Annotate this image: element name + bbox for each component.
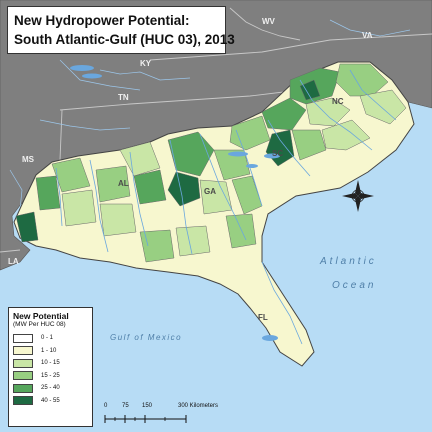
watershed-ms-2 [35, 175, 61, 211]
watershed-al-4 [99, 203, 137, 237]
state-label-tn: TN [118, 93, 129, 102]
gulf-of-mexico-label: Gulf of Mexico [110, 333, 182, 342]
watershed-nc-2 [299, 79, 321, 101]
water-labels: Atlantic Ocean Gulf of Mexico [110, 256, 377, 342]
watershed-ga-coast [225, 213, 257, 249]
region-state-labels: NC SC GA AL FL [118, 97, 344, 322]
map-title-line1: New Hydropower Potential: [14, 13, 190, 28]
state-label-ky: KY [140, 59, 152, 68]
legend-swatch [13, 383, 33, 393]
region-rivers [55, 69, 397, 345]
watershed-ga-3 [213, 149, 251, 181]
watershed-ga-2 [167, 171, 201, 207]
outside-rivers [9, 19, 411, 211]
legend-item: 1 - 10 [13, 345, 88, 358]
legend-title: New Potential [13, 311, 69, 321]
north-arrow-icon [342, 180, 374, 212]
watershed-nc-5 [261, 97, 307, 131]
legend-label: 10 - 15 [41, 360, 60, 367]
state-boundaries [0, 7, 432, 253]
scale-tick-label: 300 Kilometers [178, 403, 219, 409]
legend-item: 0 - 1 [13, 332, 88, 345]
legend-subtitle: (MW Per HUC 08) [13, 321, 66, 328]
scale-tick-label: 75 [122, 403, 129, 409]
watershed-ga-1 [167, 131, 215, 177]
state-label-la: LA [8, 257, 19, 266]
watershed-al-3 [95, 165, 131, 203]
state-label-va: VA [362, 31, 373, 40]
watershed-sc-3 [321, 119, 371, 151]
legend-label: 15 - 25 [41, 372, 60, 379]
watershed-fl-pan-2 [175, 225, 211, 257]
reservoirs [70, 65, 280, 341]
watershed-sc-2 [291, 129, 327, 161]
watersheds [15, 63, 407, 263]
map-title-line2: South Atlantic-Gulf (HUC 03), 2013 [14, 32, 235, 47]
scale-bar-graphic [104, 415, 187, 423]
legend-label: 1 - 10 [41, 347, 57, 354]
legend-label: 0 - 1 [41, 335, 54, 342]
legend-item: 15 - 25 [13, 370, 88, 383]
legend-swatch [13, 358, 33, 368]
state-label-sc: SC [272, 149, 283, 158]
state-label-fl: FL [258, 313, 268, 322]
legend-item: 40 - 55 [13, 395, 88, 408]
state-label-ga: GA [204, 187, 216, 196]
state-label-wv: WV [262, 17, 276, 26]
state-label-al: AL [118, 179, 129, 188]
watershed-ms-1 [51, 157, 91, 193]
legend-item: 10 - 15 [13, 357, 88, 370]
legend-label: 40 - 55 [41, 397, 60, 404]
scale-bar: 0 75 150 300 Kilometers [104, 403, 232, 423]
state-labels: WV VA KY TN MS LA [8, 17, 373, 266]
legend-swatch [13, 396, 33, 406]
watershed-al-2 [133, 169, 167, 205]
legend-item: 25 - 40 [13, 382, 88, 395]
scale-labels: 0 75 150 300 Kilometers [104, 403, 232, 411]
atlantic-label-2: Ocean [332, 280, 376, 291]
legend-label: 25 - 40 [41, 385, 60, 392]
scale-tick-label: 0 [104, 403, 108, 409]
watershed-fl-pan-1 [139, 229, 175, 263]
watershed-la-1 [15, 211, 39, 243]
scale-tick-label: 150 [142, 403, 153, 409]
atlantic-label-1: Atlantic [319, 256, 377, 267]
watershed-al-1 [119, 141, 161, 177]
map-title: New Hydropower Potential: South Atlantic… [7, 6, 235, 54]
legend-swatch [13, 371, 33, 381]
state-label-nc: NC [332, 97, 344, 106]
legend-swatch [13, 346, 33, 356]
watershed-ms-3 [61, 189, 97, 227]
state-label-ms: MS [22, 155, 35, 164]
legend-swatch [13, 333, 33, 343]
legend: New Potential (MW Per HUC 08) 0 - 1 1 - … [8, 307, 93, 427]
